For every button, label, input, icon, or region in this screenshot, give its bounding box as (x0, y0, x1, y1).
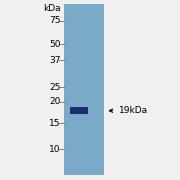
Text: 75: 75 (49, 16, 60, 25)
Text: kDa: kDa (43, 4, 60, 13)
Text: 50: 50 (49, 40, 60, 49)
Text: 20: 20 (49, 97, 60, 106)
Bar (64, 4, 104, 175)
Text: 15: 15 (49, 119, 60, 128)
Text: 25: 25 (49, 83, 60, 92)
Bar (70, 107, 88, 114)
Text: 10: 10 (49, 145, 60, 154)
Text: 37: 37 (49, 56, 60, 65)
Text: 19kDa: 19kDa (119, 106, 148, 115)
